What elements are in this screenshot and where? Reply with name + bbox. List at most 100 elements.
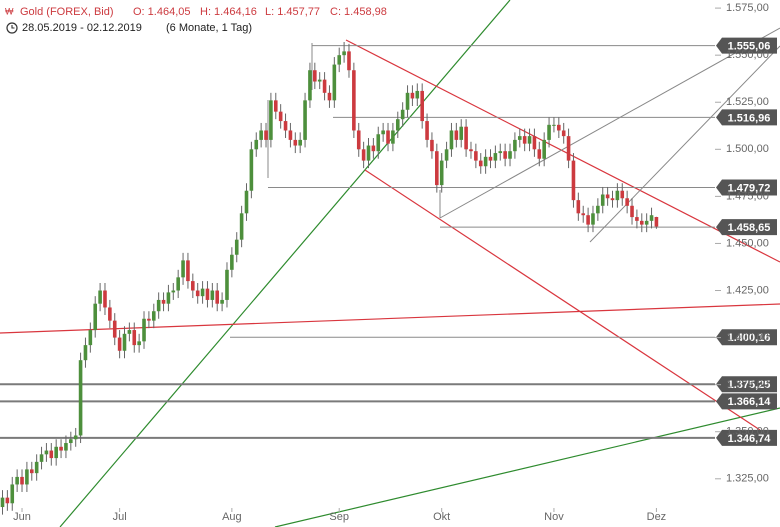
level-label: 1.555,06 xyxy=(728,41,771,53)
candle-body xyxy=(64,443,68,451)
candle-body xyxy=(635,217,639,221)
axes: 1.325,00 1.350,00 1.375,00 1.400,00 1.425,00… xyxy=(13,2,769,523)
trendline xyxy=(364,169,761,431)
level-box xyxy=(716,376,777,393)
candle-body xyxy=(171,290,176,293)
candle-body xyxy=(347,51,351,71)
candle-body xyxy=(444,149,449,161)
candle-body xyxy=(620,190,625,199)
y-tick-label: 1.425,00 xyxy=(726,284,769,296)
y-tick-label: 1.550,00 xyxy=(726,49,769,61)
candle-body xyxy=(586,215,590,225)
candle-body xyxy=(73,435,78,440)
candle-body xyxy=(581,213,586,216)
candle-body xyxy=(405,92,410,110)
candle-body xyxy=(313,70,317,82)
candle-body xyxy=(283,121,288,131)
candle-body xyxy=(537,149,542,159)
trendline xyxy=(59,0,511,527)
y-tick-label: 1.325,00 xyxy=(726,473,769,485)
candle-body xyxy=(425,121,429,140)
candle-body xyxy=(54,446,58,459)
candle-body xyxy=(625,198,629,206)
candle-body xyxy=(49,450,54,459)
candle-body xyxy=(191,281,195,291)
candle-body xyxy=(464,126,468,150)
candle-body xyxy=(576,200,581,214)
candle-body xyxy=(29,469,34,474)
candle-body xyxy=(517,136,522,140)
candle-body xyxy=(644,220,649,225)
candle-body xyxy=(293,139,298,146)
level-box xyxy=(716,429,777,446)
candle-body xyxy=(303,100,307,140)
candle-body xyxy=(259,130,263,140)
candle-body xyxy=(605,194,610,199)
candle-body xyxy=(459,126,464,140)
candle-body xyxy=(230,254,234,270)
candle-body xyxy=(332,64,337,101)
candle-body xyxy=(420,90,424,122)
candle-body xyxy=(20,476,24,485)
candle-body xyxy=(220,299,224,304)
candle-body xyxy=(127,330,132,334)
candle-body xyxy=(547,124,551,140)
candle-body xyxy=(513,139,517,152)
candle-body xyxy=(386,130,390,144)
candle-body xyxy=(147,318,151,321)
candle-body xyxy=(254,139,259,150)
candle-body xyxy=(122,333,127,351)
candle-body xyxy=(186,260,190,282)
candle-body xyxy=(371,145,376,152)
candle-body xyxy=(352,70,356,131)
trendline xyxy=(589,45,780,243)
candle-body xyxy=(234,239,239,255)
y-tick-label: 1.400,00 xyxy=(726,331,769,343)
clock-icon xyxy=(6,22,18,34)
candle-body xyxy=(88,330,93,346)
candle-body xyxy=(366,145,371,161)
candle-body xyxy=(356,130,361,150)
candle-body xyxy=(508,151,512,159)
candle-body xyxy=(410,92,415,99)
candle-body xyxy=(395,119,400,131)
candle-body xyxy=(200,288,205,297)
candles xyxy=(0,41,659,515)
candle-body xyxy=(474,151,478,161)
x-tick-label: Jun xyxy=(13,511,31,523)
level-box xyxy=(716,109,777,126)
candle-body xyxy=(478,160,483,167)
candle-body xyxy=(78,360,83,436)
y-tick-label: 1.450,00 xyxy=(726,237,769,249)
candle-body xyxy=(225,269,229,300)
candle-body xyxy=(610,198,615,201)
candle-body xyxy=(449,130,454,150)
level-box xyxy=(716,179,777,196)
candle-body xyxy=(649,215,654,221)
candle-body xyxy=(557,124,561,131)
y-tick-label: 1.525,00 xyxy=(726,96,769,108)
candle-body xyxy=(317,79,322,82)
level-label: 1.458,65 xyxy=(728,222,771,234)
y-tick-label: 1.500,00 xyxy=(726,143,769,155)
candle-body xyxy=(552,124,556,126)
candle-body xyxy=(561,130,566,137)
level-box xyxy=(716,219,777,236)
x-tick-label: Dez xyxy=(647,511,667,523)
candle-body xyxy=(0,497,5,508)
candle-body xyxy=(415,90,420,99)
candle-body xyxy=(542,139,546,159)
y-tick-label: 1.575,00 xyxy=(726,2,769,14)
candle-body xyxy=(503,151,507,159)
candle-body xyxy=(454,130,459,140)
level-label: 1.479,72 xyxy=(728,182,771,194)
candle-body xyxy=(391,130,395,144)
candle-body xyxy=(322,79,327,93)
candle-body xyxy=(342,51,346,56)
candle-body xyxy=(215,290,220,304)
candle-body xyxy=(527,136,532,144)
candle-body xyxy=(488,156,493,161)
candle-body xyxy=(161,299,166,304)
